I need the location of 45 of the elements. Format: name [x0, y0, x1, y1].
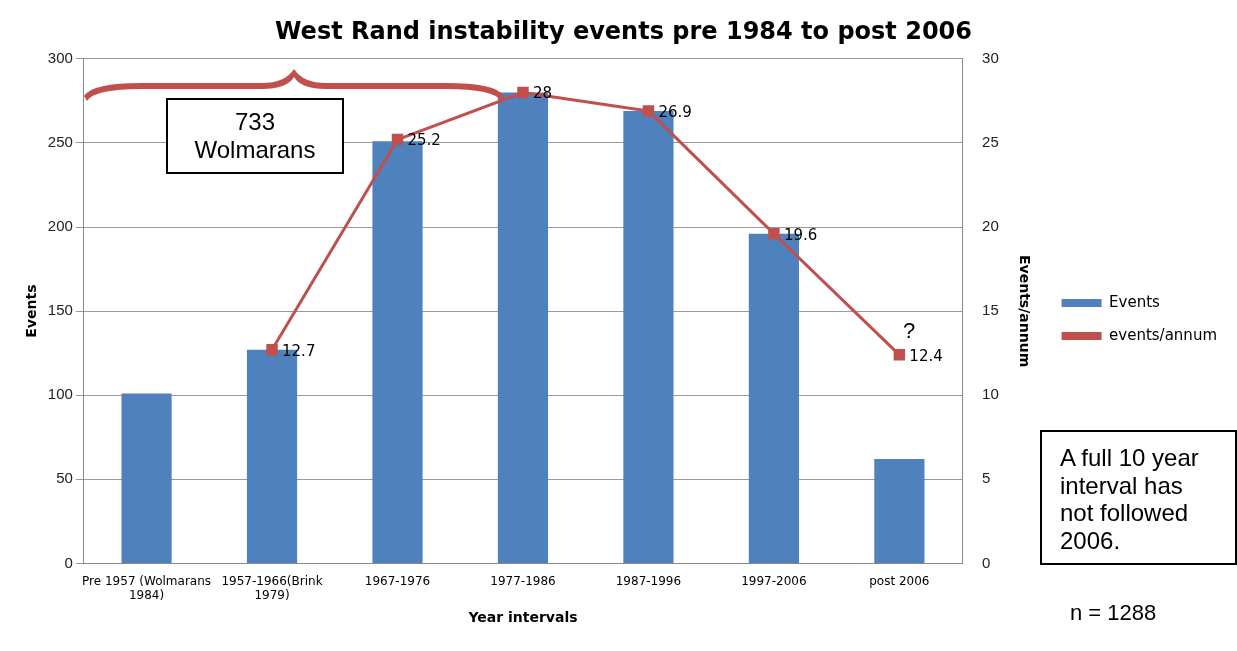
data-label: 25.2: [407, 131, 441, 150]
y2-tick-label: 10: [982, 385, 999, 403]
y-tick-label: 0: [64, 553, 73, 571]
point: [893, 349, 906, 361]
legend-label: Events: [1109, 292, 1161, 311]
y2-tick-label: 0: [982, 553, 991, 571]
x-tick-label: 1977-1986: [490, 573, 556, 588]
y2-tick-label: 15: [982, 301, 999, 319]
legend-label: events/annum: [1109, 325, 1218, 344]
y2-tick-label: 25: [982, 133, 999, 151]
x-tick-label: post 2006: [869, 573, 930, 588]
y2-tick-label: 5: [982, 469, 991, 487]
y2-axis-title: Events/annum: [1016, 254, 1033, 368]
x-tick-label: 1987-1996: [615, 573, 682, 588]
chart-title: West Rand instability events pre 1984 to post 2006: [275, 16, 972, 45]
x-tick-label: 1967-1976: [364, 573, 431, 588]
data-label: 12.4: [909, 346, 943, 365]
bar: [121, 393, 172, 563]
data-label: 28: [532, 84, 553, 103]
annotation: ?: [903, 318, 916, 344]
data-label: 19.6: [783, 225, 818, 244]
y-tick-label: 100: [47, 385, 73, 403]
x-tick-label: 1957-1966(Brink 1979): [221, 573, 323, 603]
point: [517, 86, 529, 99]
text: n = 1288: [1070, 600, 1157, 626]
y-tick-label: 250: [47, 133, 73, 151]
text: A full 10 year interval has not followed 2006.: [1040, 430, 1237, 565]
x-tick-label: Pre 1957 (Wolmarans 1984): [82, 573, 212, 603]
x-tick-label: 1997-2006: [741, 573, 807, 588]
x-axis-title: Year intervals: [467, 609, 578, 626]
y2-tick-label: 30: [982, 48, 999, 66]
bar: [874, 459, 925, 563]
data-label: 12.7: [282, 341, 316, 360]
y-tick-label: 300: [47, 48, 73, 66]
point: [266, 344, 278, 356]
point: [642, 105, 655, 117]
y-axis-title: Events: [23, 284, 40, 338]
y-tick-label: 150: [47, 301, 73, 319]
point: [391, 133, 404, 146]
y-tick-label: 200: [47, 217, 73, 235]
y2-tick-label: 20: [982, 217, 999, 235]
y-tick-label: 50: [56, 469, 73, 487]
annotation: 733 Wolmarans: [166, 98, 344, 174]
data-label: 26.9: [658, 102, 692, 121]
point: [768, 227, 780, 240]
